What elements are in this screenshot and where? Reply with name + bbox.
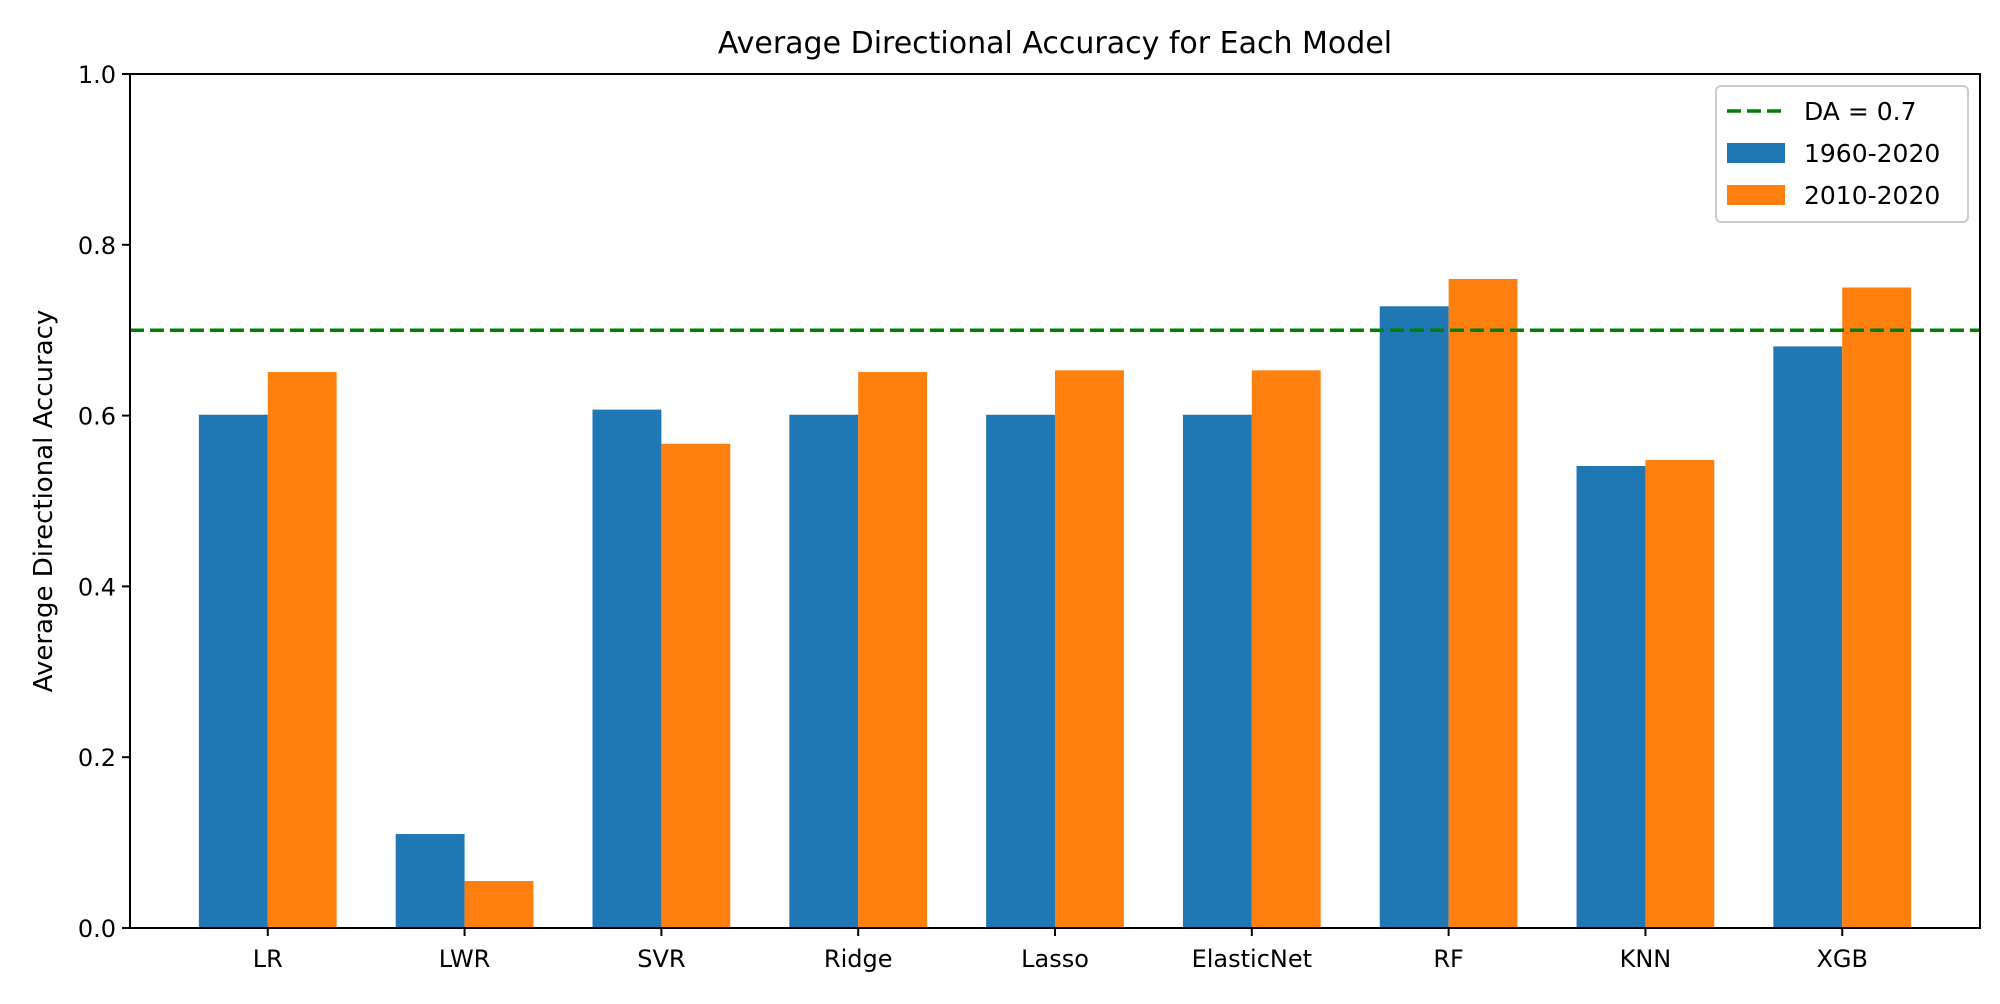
bar-xgb-series-2	[1842, 287, 1912, 928]
bar-lr-series-2	[267, 372, 337, 928]
x-tick-label: Ridge	[824, 945, 893, 973]
bar-svr-series-2	[661, 443, 731, 928]
bar-elasticnet-series-1	[1182, 414, 1252, 928]
bar-knn-series-2	[1645, 460, 1715, 928]
chart-title: Average Directional Accuracy for Each Mo…	[718, 26, 1392, 61]
bar-lr-series-1	[198, 414, 268, 928]
legend-reference-line-label: DA = 0.7	[1804, 97, 1917, 126]
y-tick-label: 0.8	[78, 232, 116, 260]
x-tick-label: XGB	[1816, 945, 1868, 973]
y-axis-label: Average Directional Accuracy	[29, 310, 59, 693]
bar-rf-series-2	[1448, 278, 1518, 929]
x-tick-label: ElasticNet	[1192, 945, 1312, 973]
x-tick-label: SVR	[637, 945, 685, 973]
x-tick-label: Lasso	[1021, 945, 1089, 973]
x-tick-label: LR	[253, 945, 283, 973]
bar-elasticnet-series-2	[1251, 370, 1321, 929]
legend: DA = 0.7 1960-2020 2010-2020	[1715, 85, 1969, 223]
legend-series-1-label: 1960-2020	[1804, 139, 1940, 168]
bar-svr-series-1	[592, 409, 662, 928]
legend-series-1-swatch	[1727, 143, 1785, 163]
bar-rf-series-1	[1379, 306, 1449, 928]
x-tick-label: RF	[1433, 945, 1463, 973]
bar-ridge-series-1	[789, 414, 859, 928]
x-tick-label: LWR	[439, 945, 491, 973]
y-tick-label: 1.0	[78, 61, 116, 89]
legend-series-2-swatch	[1727, 185, 1785, 205]
bar-lasso-series-1	[986, 414, 1055, 928]
bar-lwr-series-2	[464, 881, 534, 928]
x-tick-label: KNN	[1620, 945, 1672, 973]
bar-xgb-series-1	[1773, 346, 1843, 928]
bar-lwr-series-1	[395, 834, 465, 928]
bar-knn-series-1	[1576, 465, 1646, 928]
y-tick-label: 0.0	[78, 915, 116, 943]
plot-area: 0.0 0.2 0.4 0.6 0.8 1.0 LR LWR SVR Ridge Lasso Elas…	[78, 61, 1981, 973]
y-tick-label: 0.2	[78, 744, 116, 772]
legend-series-2-label: 2010-2020	[1804, 181, 1940, 210]
y-tick-label: 0.6	[78, 403, 116, 431]
bar-ridge-series-2	[858, 372, 928, 928]
bar-lasso-series-2	[1055, 370, 1124, 929]
y-tick-label: 0.4	[78, 573, 116, 601]
